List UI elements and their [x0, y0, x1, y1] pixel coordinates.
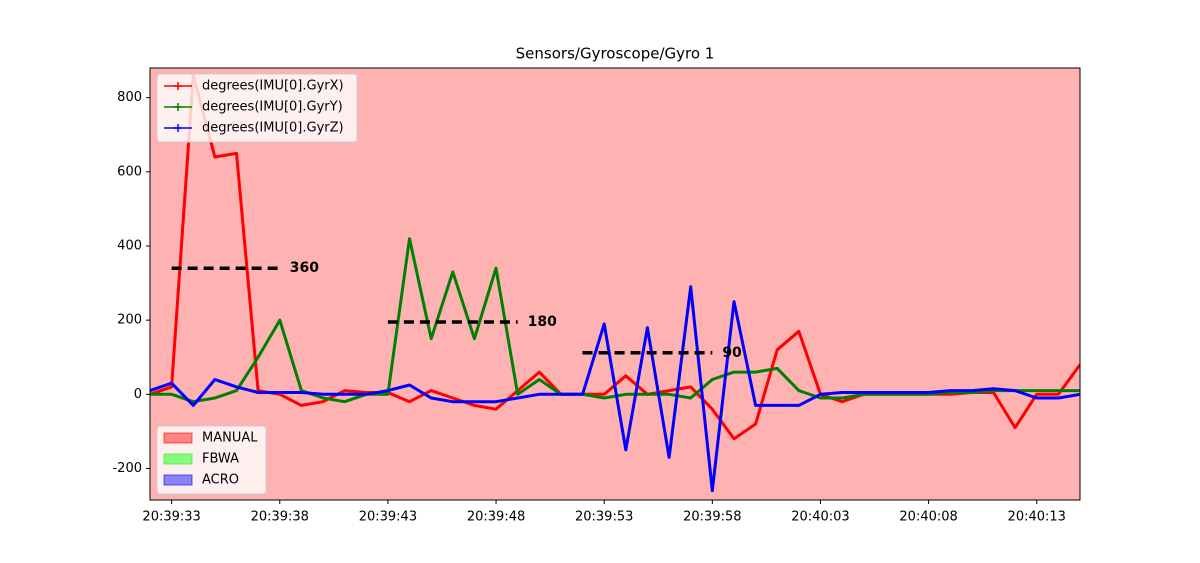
- mode-swatch: [163, 432, 193, 444]
- mode-label: MANUAL: [202, 431, 258, 446]
- legend-label: degrees(IMU[0].GyrY): [202, 100, 343, 115]
- x-tick-label: 20:40:03: [791, 510, 849, 525]
- mode-label: FBWA: [202, 452, 239, 467]
- x-tick-label: 20:40:08: [899, 510, 957, 525]
- legend-marker: [174, 82, 182, 90]
- chart-title: Sensors/Gyroscope/Gyro 1: [516, 45, 715, 63]
- plot-frame: [149, 67, 1081, 501]
- mode-legend: MANUAL FBWA ACRO: [156, 425, 267, 495]
- y-tick-label: 400: [117, 238, 142, 253]
- annotation-label: 180: [528, 314, 557, 330]
- y-tick-label: 800: [117, 90, 142, 105]
- x-tick-label: 20:39:58: [683, 510, 741, 525]
- x-tick-label: 20:39:53: [575, 510, 633, 525]
- legend-label: degrees(IMU[0].GyrX): [202, 79, 344, 94]
- y-tick-label: 0: [134, 387, 142, 402]
- series-line: [150, 285, 1080, 493]
- legend: degrees(IMU[0].GyrX) degrees(IMU[0].GyrY)…: [156, 73, 358, 143]
- legend-marker: [174, 124, 182, 132]
- legend-box: [156, 73, 358, 143]
- x-tick-label: 20:39:38: [251, 510, 309, 525]
- annotation-label: 360: [290, 260, 319, 276]
- x-tick-label: 20:39:33: [142, 510, 200, 525]
- annotation-label: 90: [722, 345, 742, 361]
- x-tick-label: 20:39:43: [359, 510, 417, 525]
- mode-label: ACRO: [202, 473, 239, 488]
- mode-swatch: [163, 453, 193, 465]
- y-tick-label: -200: [112, 461, 142, 476]
- legend-marker: [174, 103, 182, 111]
- y-tick-label: 600: [117, 164, 142, 179]
- y-tick-label: 200: [117, 313, 142, 328]
- x-tick-label: 20:40:13: [1008, 510, 1066, 525]
- legend-label: degrees(IMU[0].GyrZ): [202, 121, 344, 136]
- mode-swatch: [163, 474, 193, 486]
- x-tick-label: 20:39:48: [467, 510, 525, 525]
